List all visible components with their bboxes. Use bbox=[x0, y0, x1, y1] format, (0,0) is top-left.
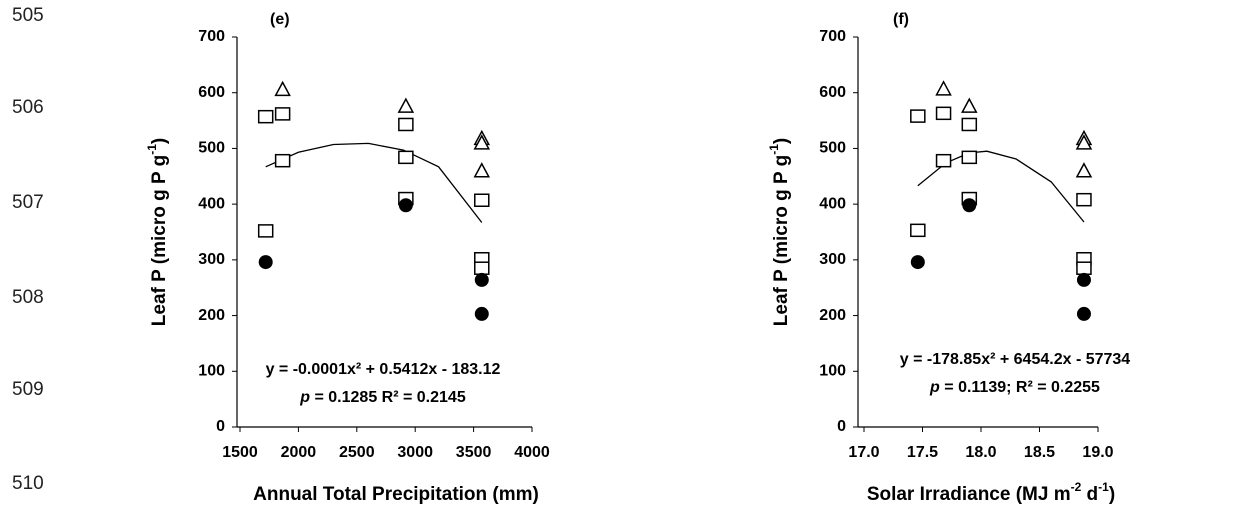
point-square bbox=[1076, 261, 1092, 275]
point-triangle bbox=[274, 80, 291, 97]
y-tick-label: 700 bbox=[198, 28, 225, 45]
line-number: 508 bbox=[12, 287, 44, 308]
line-number: 510 bbox=[12, 473, 44, 494]
y-tick-label: 700 bbox=[819, 28, 846, 45]
y-tick-label: 0 bbox=[837, 418, 846, 435]
equation: y = -0.0001x² + 0.5412x - 183.12 bbox=[266, 361, 501, 378]
point-square bbox=[935, 153, 952, 168]
text-part: Solar Irradiance (MJ m bbox=[867, 484, 1071, 505]
panel-label: (f) bbox=[893, 11, 909, 28]
panel-label: (e) bbox=[270, 11, 290, 28]
text-part: ) bbox=[771, 138, 792, 144]
point-triangle bbox=[397, 97, 415, 113]
point-square bbox=[398, 117, 414, 132]
stat-part: = 0.1139; R² = 0.2255 bbox=[940, 379, 1100, 396]
y-axis-title: Leaf P (micro g P g-1) bbox=[145, 138, 170, 326]
point-square bbox=[274, 107, 291, 121]
y-tick-label: 500 bbox=[819, 140, 846, 157]
line-number: 507 bbox=[12, 192, 44, 213]
point-square bbox=[257, 224, 274, 238]
stat-part: = 0.1285 R² = 0.2145 bbox=[310, 389, 466, 406]
x-tick-label: 2500 bbox=[339, 444, 375, 461]
line-number: 505 bbox=[12, 5, 44, 26]
x-tick-label: 17.0 bbox=[848, 444, 879, 461]
point-circle bbox=[962, 198, 977, 213]
point-circle bbox=[398, 198, 413, 213]
y-tick-label: 400 bbox=[198, 195, 225, 212]
text-part: d bbox=[1081, 484, 1098, 505]
point-square bbox=[474, 193, 490, 207]
point-square bbox=[910, 109, 926, 123]
x-axis-title: Solar Irradiance (MJ m-2 d-1) bbox=[867, 480, 1115, 505]
x-tick-label: 18.0 bbox=[965, 444, 996, 461]
point-square bbox=[274, 153, 291, 168]
point-triangle bbox=[1075, 162, 1093, 178]
text-part: -2 bbox=[1071, 480, 1082, 494]
statistics: p = 0.1285 R² = 0.2145 bbox=[299, 389, 466, 406]
point-square bbox=[257, 109, 274, 124]
point-square bbox=[935, 106, 952, 121]
x-tick-label: 1500 bbox=[222, 444, 258, 461]
x-tick-label: 3000 bbox=[397, 444, 433, 461]
text-part: ) bbox=[1109, 484, 1115, 505]
y-tick-label: 100 bbox=[819, 363, 846, 380]
y-tick-label: 600 bbox=[819, 84, 846, 101]
y-axis-title: Leaf P (micro g P g-1) bbox=[767, 138, 792, 326]
text-part: -1 bbox=[767, 144, 781, 155]
point-triangle bbox=[473, 162, 491, 178]
text-part: ) bbox=[149, 138, 170, 144]
x-tick-label: 19.0 bbox=[1082, 444, 1113, 461]
point-circle bbox=[258, 255, 273, 270]
x-axis-title: Annual Total Precipitation (mm) bbox=[253, 484, 539, 505]
x-tick-label: 18.5 bbox=[1024, 444, 1055, 461]
point-square bbox=[961, 150, 978, 165]
y-tick-label: 100 bbox=[198, 363, 225, 380]
equation: y = -178.85x² + 6454.2x - 57734 bbox=[900, 351, 1131, 368]
point-triangle bbox=[473, 134, 491, 150]
x-tick-label: 17.5 bbox=[907, 444, 938, 461]
point-square bbox=[1076, 192, 1092, 207]
y-tick-label: 500 bbox=[198, 140, 225, 157]
x-tick-label: 3500 bbox=[456, 444, 492, 461]
y-tick-label: 300 bbox=[198, 251, 225, 268]
stat-part: p bbox=[299, 389, 310, 406]
text-part: Leaf P (micro g P g bbox=[771, 155, 792, 326]
y-tick-label: 400 bbox=[819, 195, 846, 212]
point-circle bbox=[1076, 306, 1091, 321]
point-triangle bbox=[961, 97, 978, 113]
line-number: 506 bbox=[12, 97, 44, 118]
point-square bbox=[961, 117, 978, 132]
stat-part: p bbox=[929, 379, 940, 396]
line-number: 509 bbox=[12, 379, 44, 400]
trend-line bbox=[265, 142, 483, 223]
point-circle bbox=[474, 272, 489, 287]
point-triangle bbox=[1075, 134, 1093, 150]
point-square bbox=[474, 261, 490, 275]
point-square bbox=[910, 223, 926, 238]
point-circle bbox=[1076, 272, 1091, 287]
point-square bbox=[398, 150, 414, 165]
point-circle bbox=[910, 255, 925, 270]
point-circle bbox=[474, 306, 489, 321]
y-tick-label: 0 bbox=[216, 418, 225, 435]
y-tick-label: 300 bbox=[819, 251, 846, 268]
point-triangle bbox=[935, 80, 952, 96]
text-part: -1 bbox=[145, 144, 159, 155]
x-tick-label: 4000 bbox=[514, 444, 550, 461]
y-tick-label: 600 bbox=[198, 84, 225, 101]
y-tick-label: 200 bbox=[819, 307, 846, 324]
text-part: Leaf P (micro g P g bbox=[149, 155, 170, 326]
x-tick-label: 2000 bbox=[281, 444, 317, 461]
text-part: -1 bbox=[1098, 480, 1109, 494]
statistics: p = 0.1139; R² = 0.2255 bbox=[929, 379, 1100, 396]
y-tick-label: 200 bbox=[198, 307, 225, 324]
